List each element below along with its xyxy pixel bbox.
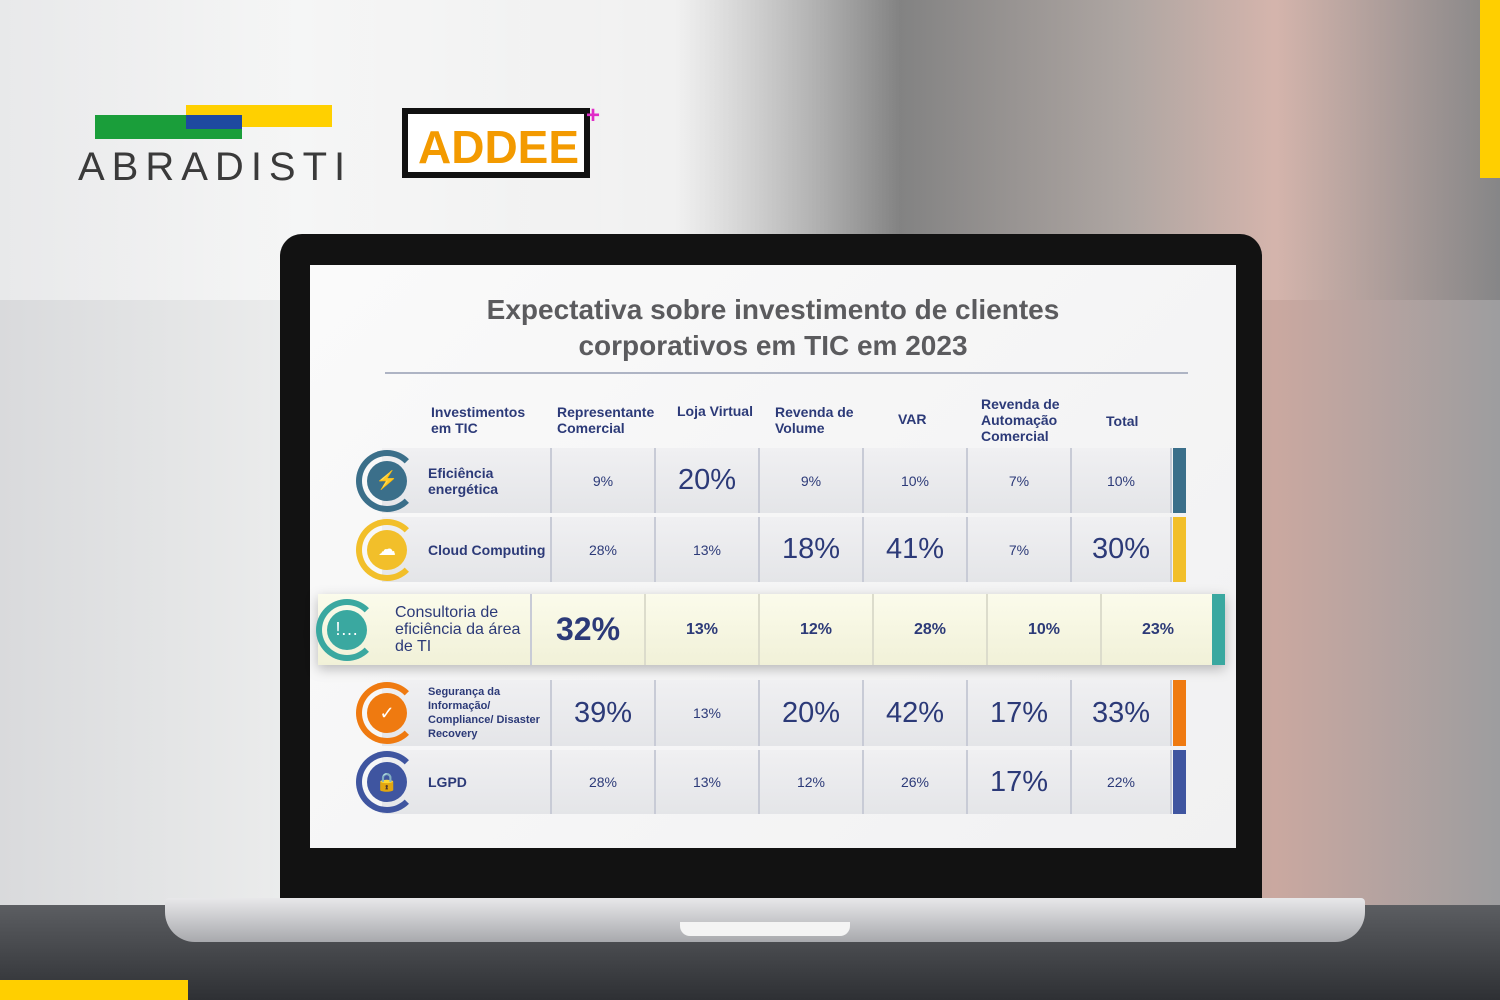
table-cell: 13% (646, 594, 760, 665)
laptop-notch (680, 922, 850, 936)
column-header: Revenda de Automação Comercial (981, 396, 1060, 444)
shield-check-icon: ✓ (356, 682, 418, 744)
table-cell: 9% (760, 448, 864, 513)
addee-logo: ADDEE + (402, 102, 600, 178)
table-cell: 22% (1072, 750, 1172, 814)
table-cell: 33% (1072, 680, 1172, 746)
table-cell: 10% (988, 594, 1102, 665)
row-label: Consultoria de eficiência da área de TI (318, 594, 532, 665)
table-cell: 13% (656, 750, 760, 814)
column-header: Representante Comercial (557, 404, 655, 436)
table-cell: 32% (532, 594, 646, 665)
table-cell: 42% (864, 680, 968, 746)
chat-alert-icon: !… (316, 598, 378, 661)
column-header: Total (1106, 413, 1139, 429)
lightning-icon: ⚡ (356, 449, 418, 512)
table-cell: 12% (760, 750, 864, 814)
column-header: VAR (898, 411, 927, 427)
table-cell: 23% (1102, 594, 1216, 665)
table-cell: 17% (968, 680, 1072, 746)
table-cell: 28% (874, 594, 988, 665)
accent-bar (1480, 0, 1500, 178)
table-cell: 39% (552, 680, 656, 746)
table-cell: 17% (968, 750, 1072, 814)
table-cell: 41% (864, 517, 968, 582)
table-cell: 7% (968, 517, 1072, 582)
table-cell: 9% (552, 448, 656, 513)
cloud-icon: ☁ (356, 518, 418, 581)
row-color-bar (1173, 448, 1186, 513)
title-divider (385, 372, 1188, 374)
row-color-bar (1212, 594, 1225, 665)
table-cell: 20% (656, 448, 760, 513)
table-cell: 26% (864, 750, 968, 814)
table-cell: 13% (656, 517, 760, 582)
row-color-bar (1173, 750, 1186, 814)
column-header: Loja Virtual (677, 403, 753, 419)
row-color-bar (1173, 517, 1186, 582)
lock-icon: 🔒 (356, 751, 418, 813)
accent-bar (0, 980, 188, 1000)
column-header: Investimentos em TIC (431, 404, 526, 436)
table-cell: 20% (760, 680, 864, 746)
table-cell: 28% (552, 517, 656, 582)
table-cell: 10% (1072, 448, 1172, 513)
column-header: Revenda de Volume (775, 404, 854, 436)
table-cell: 13% (656, 680, 760, 746)
table-cell: 30% (1072, 517, 1172, 582)
table-cell: 18% (760, 517, 864, 582)
table-cell: 10% (864, 448, 968, 513)
table-cell: 7% (968, 448, 1072, 513)
table-cell: 12% (760, 594, 874, 665)
chart-title: Expectativa sobre investimento de client… (486, 294, 1060, 361)
row-color-bar (1173, 680, 1186, 746)
table-cell: 28% (552, 750, 656, 814)
